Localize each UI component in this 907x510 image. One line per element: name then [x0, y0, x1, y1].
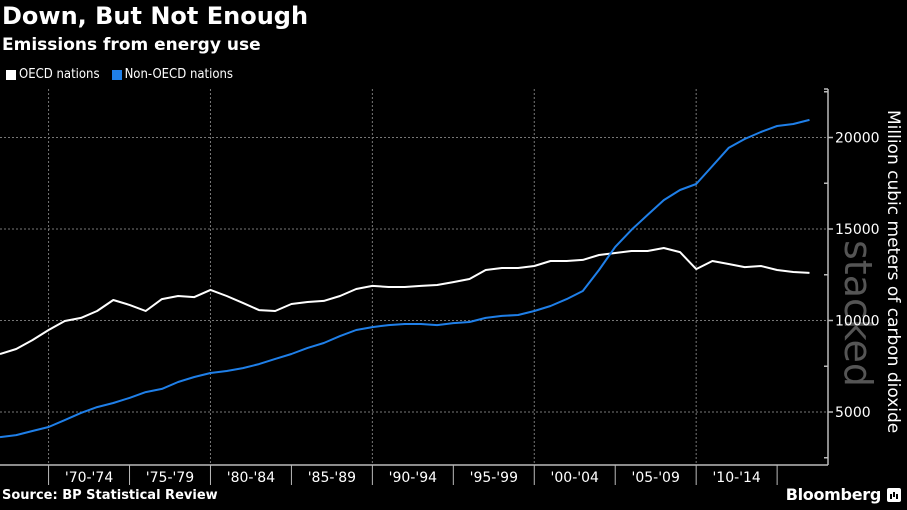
- source-note: Source: BP Statistical Review: [2, 488, 218, 503]
- series-line-oecd[interactable]: [0, 247, 810, 355]
- brand-logo-text: Bloomberg: [785, 485, 882, 504]
- legend-swatch-oecd: [6, 69, 16, 80]
- legend: OECD nations Non-OECD nations: [6, 67, 233, 82]
- x-tick-label: '70-'74: [65, 470, 113, 486]
- y-axis-title: Million cubic meters of carbon dioxide: [883, 110, 903, 433]
- x-tick-label: '90-'94: [389, 470, 437, 486]
- y-tick-labels: 5000 10000 15000 20000: [835, 131, 880, 422]
- x-tick-labels: '70-'74 '75-'79 '80-'84 '85-'89 '90-'94 '95-'…: [65, 470, 761, 486]
- x-tick-label: '80-'84: [227, 470, 275, 486]
- legend-swatch-non-oecd: [111, 69, 122, 80]
- x-tick-label: '75-'79: [146, 470, 194, 486]
- x-tick-label: '95-'99: [470, 470, 518, 486]
- series-group: [0, 118, 810, 439]
- x-tick-label: '00-'04: [551, 470, 599, 486]
- legend-item-non-oecd[interactable]: Non-OECD nations: [111, 67, 234, 82]
- legend-label-oecd: OECD nations: [19, 67, 100, 82]
- grid: [0, 89, 828, 465]
- x-tick-label: '85-'89: [308, 470, 356, 486]
- series-line-non-oecd[interactable]: [0, 118, 810, 439]
- y-tick-label: 5000: [835, 405, 871, 421]
- watermark: stacked: [836, 240, 880, 387]
- x-tick-label: '10-'14: [712, 470, 760, 486]
- chart-title: Down, But Not Enough: [2, 2, 309, 30]
- legend-label-non-oecd: Non-OECD nations: [124, 67, 234, 82]
- y-tick-label: 10000: [835, 314, 880, 330]
- legend-item-oecd[interactable]: OECD nations: [6, 67, 100, 82]
- axes: [0, 88, 833, 485]
- chart-subtitle: Emissions from energy use: [2, 35, 261, 55]
- bloomberg-chart-icon: [887, 488, 901, 502]
- x-tick-label: '05-'09: [631, 470, 679, 486]
- y-tick-label: 20000: [835, 131, 880, 147]
- y-tick-label: 15000: [835, 222, 880, 238]
